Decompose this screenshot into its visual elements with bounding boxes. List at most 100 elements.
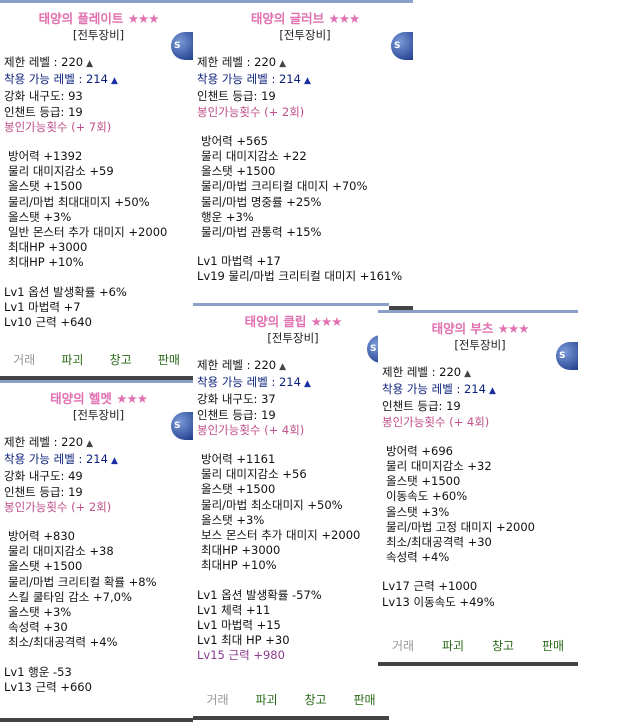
panel-top-border (0, 0, 193, 3)
triangle-up-icon: ▲ (86, 439, 94, 449)
tooltip-helmet: S 태양의 헬멧 ★★★ [전투장비] 제한 레벨 : 220 ▲ 착용 가능 레벨 : … (0, 380, 193, 722)
wear-level-label: 착용 가능 레벨 : (4, 72, 86, 87)
wear-level-label: 착용 가능 레벨 : (382, 382, 464, 397)
required-level-label: 제한 레벨 : (4, 435, 62, 449)
stat-line: 물리 대미지감소 +38 (8, 544, 114, 559)
rarity-stars-icon: ★★★ (497, 321, 530, 336)
action-bar: 거래 파괴 창고 판매 (378, 637, 578, 654)
triangle-up-icon: ▲ (279, 362, 287, 372)
stat-line: 올스탯 +1500 (8, 179, 83, 194)
required-level: 제한 레벨 : 220 ▲ (4, 435, 193, 452)
option-line: Lv1 옵션 발생확률 -57% (197, 587, 322, 602)
stat-line: 물리/마법 관통력 +15% (201, 225, 322, 240)
stat-line: 올스탯 +1500 (201, 482, 276, 497)
option-line: Lv17 근력 +1000 (382, 579, 478, 594)
option-line: Lv19 물리/마법 크리티컬 대미지 +161% (197, 269, 403, 284)
stat-line: 최소/최대공격력 +30 (386, 535, 492, 550)
item-title: 태양의 부츠 ★★★ (382, 320, 578, 337)
enchant-value: 19 (68, 484, 83, 499)
triangle-up-icon: ▲ (303, 379, 311, 390)
sell-button[interactable]: 판매 (353, 693, 376, 707)
storage-button[interactable]: 창고 (304, 693, 327, 707)
wear-level-value: 214 (85, 72, 108, 87)
required-level-value: 220 (254, 55, 277, 69)
stat-line: 행운 +3% (201, 209, 254, 224)
item-category: [전투장비] (454, 338, 506, 352)
durability-value: 37 (261, 392, 276, 407)
enchant-label: 인챈트 등급: (382, 399, 447, 414)
enchant-label: 인챈트 등급: (197, 89, 262, 104)
stat-line: 속성력 +4% (386, 550, 450, 565)
stat-list: 방어력 +696 물리 대미지감소 +32 올스탯 +1500 이동속도 +60% 올스… (382, 444, 578, 566)
action-bar: 거래 파괴 창고 판매 (0, 351, 193, 368)
durability-label: 강화 내구도: (4, 469, 69, 484)
required-level-value: 220 (254, 358, 277, 372)
required-level: 제한 레벨 : 220 ▲ (197, 358, 389, 375)
item-name: 태양의 클립 (244, 314, 307, 329)
stat-line: 방어력 +830 (8, 529, 75, 544)
destroy-button[interactable]: 파괴 (441, 639, 465, 653)
rarity-stars-icon: ★★★ (116, 391, 148, 406)
set-icon[interactable]: S (171, 32, 193, 60)
wear-level-label: 착용 가능 레벨 : (197, 375, 279, 390)
durability-value: 49 (68, 469, 83, 484)
wear-level-value: 214 (463, 382, 486, 397)
item-requirements: 제한 레벨 : 220 ▲ 착용 가능 레벨 : 214 ▲ 강화 내구도: 37 인챈트… (197, 358, 389, 438)
item-category: [전투장비] (72, 28, 125, 42)
item-name: 태양의 플레이트 (38, 11, 124, 26)
stat-line: 이동속도 +60% (386, 489, 468, 504)
panel-top-border (193, 303, 389, 306)
stat-line: 속성력 +30 (8, 620, 68, 635)
stat-line: 물리 대미지감소 +59 (8, 164, 114, 179)
stat-line: 올스탯 +3% (8, 209, 72, 224)
item-name: 태양의 헬멧 (50, 391, 112, 406)
wear-level-label: 착용 가능 레벨 : (197, 72, 279, 87)
enchant-value: 19 (446, 399, 461, 414)
stat-line: 물리/마법 명중률 +25% (201, 194, 322, 209)
item-requirements: 제한 레벨 : 220 ▲ 착용 가능 레벨 : 214 ▲ 강화 내구도: 93 인챈트… (4, 55, 193, 135)
stat-line: 최대HP +3000 (201, 543, 281, 558)
seal-count: 봉인가능횟수 (+ 2회) (197, 104, 305, 119)
destroy-button[interactable]: 파괴 (255, 693, 278, 707)
panel-bottom-border (193, 716, 389, 720)
option-list: Lv1 행운 -53 Lv13 근력 +660 (4, 665, 193, 695)
sell-button[interactable]: 판매 (541, 639, 565, 653)
panel-top-border (0, 380, 193, 383)
wear-level-label: 착용 가능 레벨 : (4, 452, 86, 467)
option-list: Lv1 옵션 발생확률 +6% Lv1 마법력 +7 Lv10 근력 +640 (4, 285, 193, 331)
seal-count: 봉인가능횟수 (+ 4회) (382, 414, 490, 429)
required-level-label: 제한 레벨 : (382, 365, 440, 379)
seal-count: 봉인가능횟수 (+ 2회) (4, 499, 112, 514)
sell-button[interactable]: 판매 (157, 353, 180, 367)
item-category: [전투장비] (279, 28, 331, 42)
item-category: [전투장비] (72, 408, 125, 422)
stat-line: 최대HP +10% (8, 255, 84, 270)
trade-button[interactable]: 거래 (391, 639, 415, 653)
stat-list: 방어력 +1392 물리 대미지감소 +59 올스탯 +1500 물리/마법 최대대미… (4, 149, 193, 271)
wear-level-value: 214 (278, 72, 301, 87)
set-icon[interactable]: S (391, 32, 413, 60)
set-icon[interactable]: S (171, 412, 193, 440)
trade-button[interactable]: 거래 (206, 693, 229, 707)
required-level-label: 제한 레벨 : (4, 55, 62, 69)
enchant-value: 19 (261, 89, 276, 104)
item-title: 태양의 헬멧 ★★★ (4, 390, 193, 407)
destroy-button[interactable]: 파괴 (61, 353, 84, 367)
storage-button[interactable]: 창고 (109, 353, 132, 367)
seal-count: 봉인가능횟수 (+ 7회) (4, 119, 112, 134)
option-line: Lv1 행운 -53 (4, 664, 72, 679)
enchant-grade: 인챈트 등급: 19 (382, 399, 578, 414)
storage-button[interactable]: 창고 (491, 639, 515, 653)
tooltip-plate: S 태양의 플레이트 ★★★ [전투장비] 제한 레벨 : 220 ▲ 착용 가능 레벨 … (0, 0, 193, 380)
triangle-up-icon: ▲ (488, 386, 496, 397)
trade-button[interactable]: 거래 (13, 353, 36, 367)
stat-line: 올스탯 +1500 (201, 164, 276, 179)
tooltip-boots: S 태양의 부츠 ★★★ [전투장비] 제한 레벨 : 220 ▲ 착용 가능 레벨 : … (378, 310, 578, 666)
set-icon[interactable]: S (556, 342, 578, 370)
durability-label: 강화 내구도: (4, 89, 69, 104)
stat-line: 올스탯 +3% (8, 605, 72, 620)
stat-line: 올스탯 +1500 (8, 559, 83, 574)
action-bar: 거래 파괴 창고 판매 (193, 691, 389, 708)
stat-line: 방어력 +696 (386, 443, 453, 458)
option-line: Lv1 최대 HP +30 (197, 633, 290, 648)
